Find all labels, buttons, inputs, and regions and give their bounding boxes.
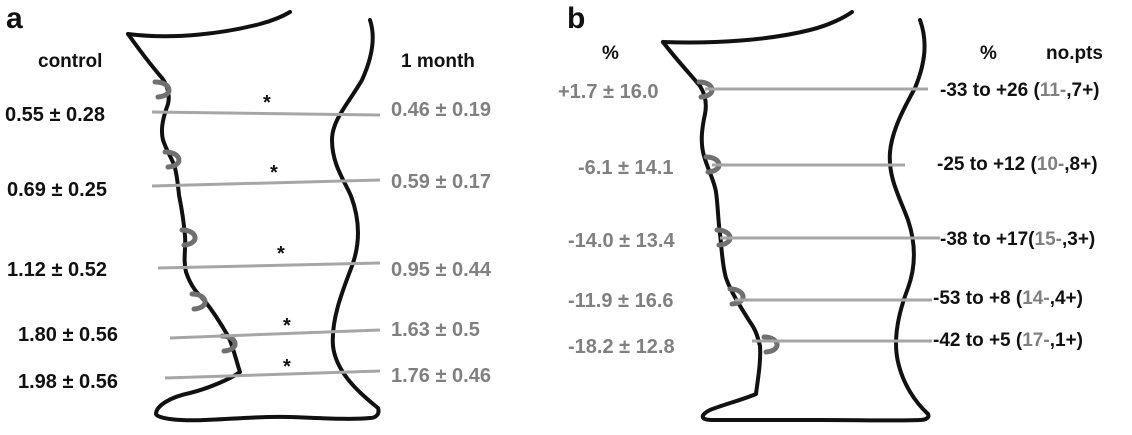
panel-b-range-row: -42 to +5 (17-,1+): [933, 331, 1083, 350]
panel-b-right-percent-header: %: [980, 43, 997, 64]
panel-a-control-value: 0.69 ± 0.25: [7, 179, 107, 201]
panel-a-line-5: [164, 369, 381, 380]
panel-b-percent-change: -14.0 ± 13.4: [568, 230, 675, 252]
panel-b-top-curve: [661, 10, 854, 45]
panel-a-control-value: 1.98 ± 0.56: [18, 371, 118, 393]
panel-b-range-row: -38 to +17(15-,3+): [940, 230, 1095, 249]
range-plus-count: ,3+): [1061, 229, 1096, 250]
range-minus-count: 17-: [1022, 330, 1050, 351]
significance-asterisk: *: [283, 315, 291, 337]
range-text: -42 to +5 (: [933, 330, 1023, 351]
panel-a-line-3: [157, 261, 381, 270]
panel-b-percent-header: %: [602, 43, 619, 64]
range-plus-count: ,7+): [1066, 80, 1100, 101]
significance-asterisk: *: [283, 356, 291, 378]
significance-asterisk: *: [263, 92, 271, 114]
significance-asterisk: *: [270, 162, 278, 184]
panel-b-percent-change: -18.2 ± 12.8: [568, 336, 675, 358]
panel-a-line-4: [169, 328, 381, 340]
panel-a-control-value: 0.55 ± 0.28: [5, 104, 105, 126]
panel-a-line-2: [151, 178, 381, 188]
panel-a-control-header: control: [38, 51, 103, 72]
panel-a-1-month-value: 1.63 ± 0.5: [391, 319, 480, 341]
panel-b-landmark-marks: [696, 79, 780, 355]
range-minus-count: 10-: [1036, 154, 1065, 175]
significance-asterisk: *: [277, 243, 285, 265]
panel-a-control-value: 1.12 ± 0.52: [7, 259, 107, 281]
panel-a-control-value: 1.80 ± 0.56: [18, 324, 118, 346]
panel-a-1-month-value: 0.59 ± 0.17: [391, 171, 491, 193]
panel-a-1-month-value: 0.46 ± 0.19: [391, 99, 491, 121]
panel-a-measurement-lines: [151, 110, 381, 380]
panel-b-range-row: -53 to +8 (14-,4+): [933, 289, 1083, 308]
range-minus-count: 14-: [1022, 288, 1050, 309]
panel-b-leg-outline: [661, 10, 931, 423]
panel-a-letter: a: [6, 2, 23, 35]
range-minus-count: 15-: [1034, 229, 1062, 250]
range-minus-count: 11-: [1039, 80, 1067, 101]
range-plus-count: ,8+): [1064, 154, 1098, 175]
range-text: -38 to +17(: [940, 229, 1035, 250]
range-plus-count: ,1+): [1049, 330, 1083, 351]
panel-b-range-row: -33 to +26 (11-,7+): [940, 81, 1100, 100]
range-plus-count: ,4+): [1049, 288, 1083, 309]
panel-b-percent-change: +1.7 ± 16.0: [558, 81, 659, 103]
panel-a-landmark-marks: [152, 79, 238, 354]
panel-b-letter: b: [567, 2, 586, 35]
range-text: -33 to +26 (: [940, 80, 1040, 101]
panel-a-1-month-header: 1 month: [401, 51, 475, 72]
panel-b-range-row: -25 to +12 (10-,8+): [937, 155, 1098, 174]
panel-b-front-contour: [661, 40, 922, 423]
range-text: -53 to +8 (: [933, 288, 1023, 309]
panel-a-front-contour: [126, 32, 372, 423]
panel-a-1-month-value: 1.76 ± 0.46: [391, 365, 491, 387]
panel-a-top-curve: [126, 10, 292, 39]
range-text: -25 to +12 (: [937, 154, 1037, 175]
panel-b-no-pts-header: no.pts: [1046, 43, 1103, 64]
panel-b-percent-change: -6.1 ± 14.1: [578, 157, 674, 179]
panel-b-percent-change: -11.9 ± 16.6: [568, 290, 674, 312]
panel-a-1-month-value: 0.95 ± 0.44: [391, 259, 491, 281]
panel-b-back-contour: [887, 18, 931, 422]
panel-a-leg-outline: [126, 10, 381, 423]
panel-a-back-contour: [330, 18, 381, 420]
panel-a-line-1: [151, 110, 381, 117]
panel-b-measurement-lines: [705, 87, 940, 343]
